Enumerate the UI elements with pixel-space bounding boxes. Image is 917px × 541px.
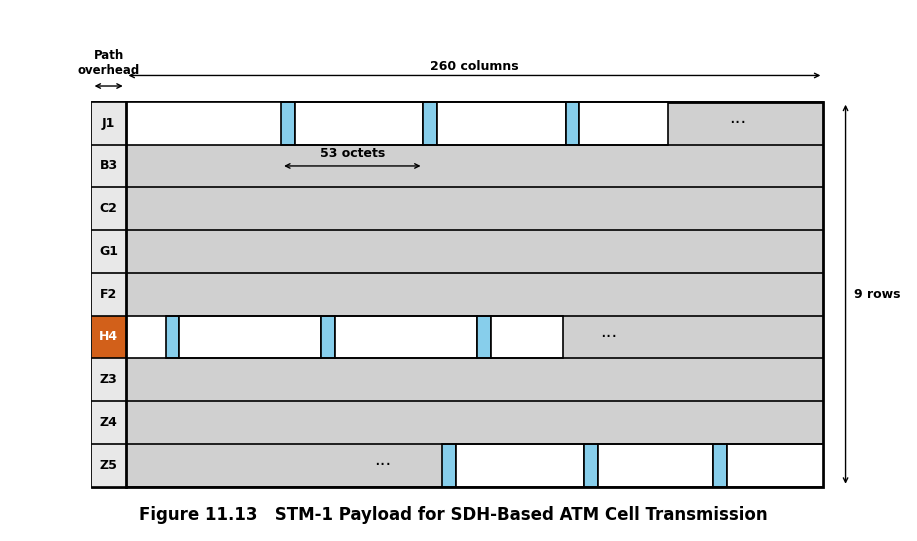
Text: 53 octets: 53 octets [320,147,385,160]
Bar [179,315,322,358]
Bar [424,102,436,144]
Text: H4: H4 [99,331,118,344]
Bar [598,444,713,486]
Bar [92,358,126,401]
Bar [456,444,584,486]
Text: G1: G1 [99,245,118,258]
Bar [126,102,282,144]
Bar [166,315,179,358]
Bar [579,102,668,144]
Bar [92,315,126,358]
Bar [322,315,335,358]
Text: 260 columns: 260 columns [430,60,519,73]
Text: Figure 11.13   STM-1 Payload for SDH-Based ATM Cell Transmission: Figure 11.13 STM-1 Payload for SDH-Based… [138,505,768,524]
Bar [436,102,566,144]
Bar [713,444,726,486]
Text: J1: J1 [102,117,116,130]
Text: Path
overhead: Path overhead [78,49,139,77]
Text: B3: B3 [100,160,117,173]
Text: ···: ··· [729,114,746,132]
Bar [126,315,166,358]
Bar [726,444,823,486]
Text: Z3: Z3 [100,373,117,386]
Text: ···: ··· [374,456,392,474]
Text: 9 rows: 9 rows [855,288,901,301]
Bar [92,187,126,230]
Bar [294,102,424,144]
Bar [92,102,823,486]
Bar [92,102,126,144]
Text: Z4: Z4 [100,416,117,429]
Bar [335,315,477,358]
Bar [92,401,126,444]
Text: C2: C2 [100,202,117,215]
Bar [92,444,126,486]
Text: ···: ··· [600,328,617,346]
Bar [584,444,598,486]
Text: F2: F2 [100,288,117,301]
Bar [92,230,126,273]
Text: Z5: Z5 [100,459,117,472]
Bar [92,144,126,187]
Bar [477,315,491,358]
Bar [92,273,126,315]
Bar [566,102,579,144]
Bar [491,315,563,358]
Bar [282,102,294,144]
Bar [442,444,456,486]
